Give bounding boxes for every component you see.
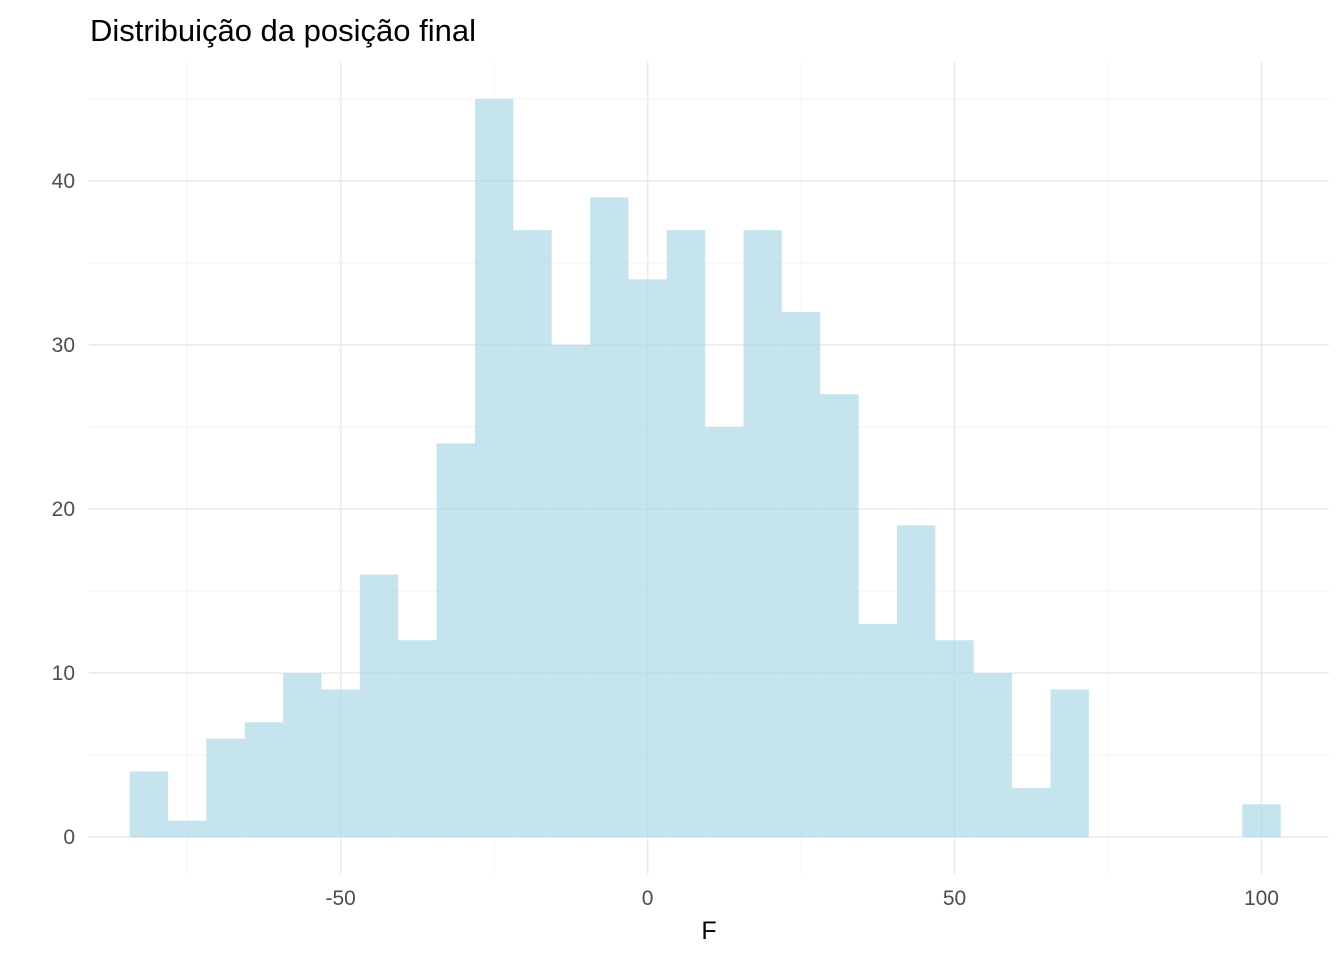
histogram-bar: [935, 640, 974, 838]
x-tick-label: 100: [1244, 887, 1279, 910]
histogram-bar: [896, 525, 936, 838]
histogram-bar: [628, 279, 667, 838]
histogram-bars: [129, 98, 1281, 838]
histogram-bar: [973, 673, 1013, 838]
histogram-bar: [858, 623, 897, 838]
x-tick-label: -50: [326, 887, 356, 910]
histogram-bar: [398, 640, 437, 838]
histogram-bar: [551, 344, 591, 838]
x-axis-title: F: [701, 917, 716, 945]
histogram-bar: [1242, 804, 1281, 838]
histogram-bar: [743, 230, 782, 838]
histogram-bar: [283, 673, 322, 838]
histogram-bar: [781, 312, 821, 838]
histogram-bar: [590, 197, 629, 838]
histogram-bar: [474, 98, 514, 838]
histogram-bar: [359, 574, 399, 838]
histogram-bar: [705, 426, 744, 838]
y-tick-label: 10: [52, 662, 75, 685]
histogram-bar: [168, 820, 207, 838]
histogram-bar: [820, 394, 859, 838]
y-tick-label: 20: [52, 498, 75, 521]
x-axis-tick-labels: -50 0 50 100: [326, 887, 1279, 910]
histogram-bar: [513, 230, 552, 838]
histogram-bar: [206, 738, 245, 838]
histogram-bar: [129, 771, 169, 838]
histogram-bar: [1012, 787, 1051, 838]
y-tick-label: 0: [63, 826, 75, 849]
x-tick-label: 0: [642, 887, 654, 910]
histogram-bar: [244, 722, 284, 838]
histogram-bar: [321, 689, 360, 838]
histogram-bar: [1050, 689, 1089, 838]
histogram-bar: [436, 443, 475, 838]
x-tick-label: 50: [943, 887, 966, 910]
chart-title: Distribuição da posição final: [90, 13, 476, 48]
y-tick-label: 30: [52, 334, 75, 357]
y-tick-label: 40: [52, 170, 75, 193]
histogram-bar: [666, 230, 706, 838]
y-axis-tick-labels: 0 10 20 30 40: [52, 170, 75, 849]
